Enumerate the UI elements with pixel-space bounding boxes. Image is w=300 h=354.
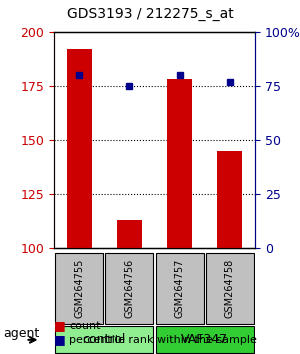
FancyBboxPatch shape (155, 326, 254, 353)
Text: control: control (82, 333, 126, 346)
Text: GSM264757: GSM264757 (175, 259, 184, 318)
Text: percentile rank within the sample: percentile rank within the sample (69, 335, 257, 345)
Text: GSM264755: GSM264755 (74, 259, 84, 318)
Text: GSM264758: GSM264758 (225, 259, 235, 318)
Text: GSM264756: GSM264756 (124, 259, 134, 318)
Bar (217, 150, 242, 248)
FancyBboxPatch shape (55, 253, 103, 324)
Bar (67, 49, 92, 248)
FancyBboxPatch shape (55, 326, 154, 353)
Bar (167, 79, 192, 248)
Bar (117, 220, 142, 248)
FancyBboxPatch shape (105, 253, 154, 324)
Text: ■: ■ (54, 333, 66, 346)
Text: ■: ■ (54, 319, 66, 332)
FancyBboxPatch shape (206, 253, 254, 324)
Text: GDS3193 / 212275_s_at: GDS3193 / 212275_s_at (67, 7, 233, 21)
Text: VAF347: VAF347 (181, 333, 228, 346)
Text: count: count (69, 321, 100, 331)
FancyBboxPatch shape (155, 253, 204, 324)
Text: agent: agent (3, 327, 39, 340)
